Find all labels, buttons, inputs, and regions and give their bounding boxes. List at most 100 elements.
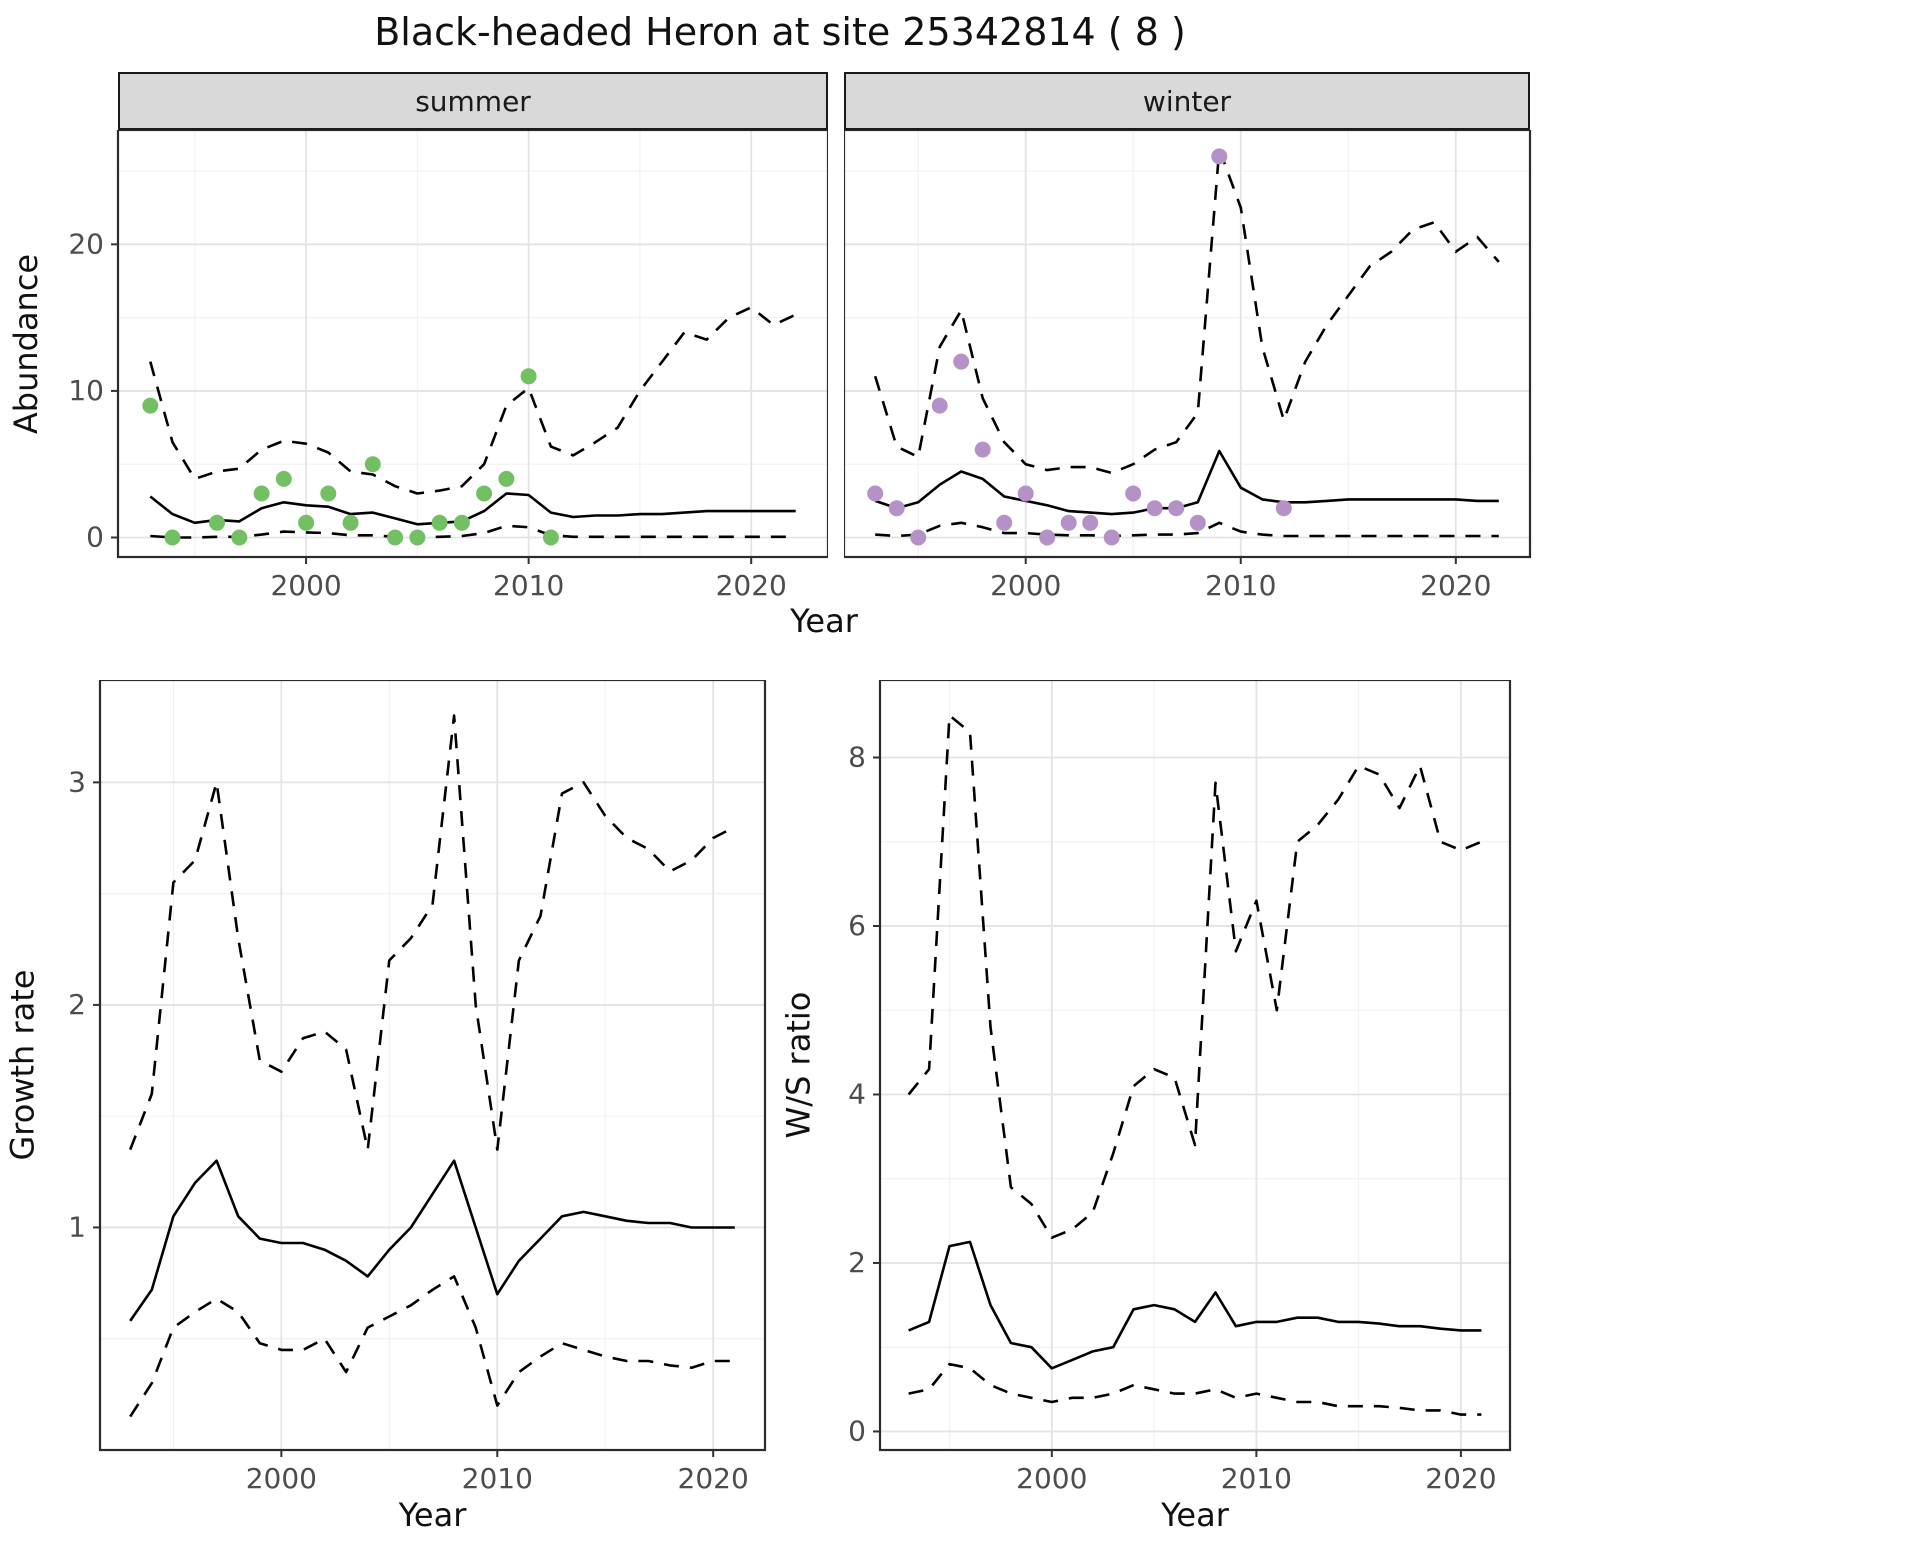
observation-point [342,514,359,531]
svg-text:2010: 2010 [493,569,564,602]
svg-text:6: 6 [848,909,866,942]
facet-strip-winter: winter [844,72,1530,130]
observation-point [387,529,404,546]
ws-ratio-lower-line [908,1362,1482,1416]
ws-ratio-axis-title: W/S ratio [776,680,820,1450]
observation-point [1168,500,1185,517]
observation-point [1189,514,1206,531]
observation-point [209,514,225,531]
ws-ratio-upper-line [907,714,1482,1239]
growth-rate-panel: 2000 2010 2020 1 2 3 [68,680,767,1495]
observation-point [1017,485,1034,502]
observation-point [974,441,991,458]
growth-rate-upper-line [128,714,736,1151]
observation-point [1082,514,1099,531]
observation-point [888,500,905,517]
grid-minor [100,680,765,1450]
grid-major [100,680,765,1450]
series-lines [128,714,736,1418]
observation-point [275,470,292,487]
svg-text:2020: 2020 [1420,569,1491,602]
observation-point [231,529,248,546]
observation-point [1125,485,1142,502]
svg-text:0: 0 [86,521,104,554]
abundance-summer-panel: 2000 2010 2020 0 10 20 [68,130,828,602]
observation-point [320,485,337,502]
series-lines [907,714,1482,1416]
observation-point [542,529,559,546]
observation-point [1146,500,1163,517]
svg-text:2000: 2000 [246,1462,317,1495]
observation-point [164,529,181,546]
observation-point [364,456,381,473]
svg-text:2000: 2000 [990,569,1061,602]
observation-point [142,397,159,414]
ws-ratio-panel: 2000 2010 2020 0 2 4 6 8 [848,680,1512,1495]
facet-strip-summer: summer [118,72,828,130]
svg-text:20: 20 [68,227,104,260]
observation-point [409,529,426,546]
svg-text:2: 2 [68,988,86,1021]
svg-text:2020: 2020 [1425,1462,1496,1495]
svg-text:2000: 2000 [1016,1462,1087,1495]
ws-ratio-axis: 2000 2010 2020 0 2 4 6 8 [848,741,1496,1495]
svg-text:2010: 2010 [462,1462,533,1495]
svg-text:2020: 2020 [716,569,787,602]
abundance-winter-panel: 2000 2010 2020 [844,130,1532,602]
observation-point [867,485,884,502]
abundance-winter-median-line [874,449,1499,516]
observation-point [498,470,515,487]
abundance-summer-lower-line [150,524,796,539]
observation-point [996,514,1013,531]
growth-rate-axis-title-text: Growth rate [3,969,41,1161]
observation-point [453,514,470,531]
observation-point [1103,529,1120,546]
svg-text:2000: 2000 [270,569,341,602]
svg-text:2: 2 [848,1246,866,1279]
series-lines [873,147,1500,538]
svg-text:4: 4 [848,1077,866,1110]
panel-border [116,130,828,559]
abundance-winter-upper-line [873,147,1500,475]
svg-text:3: 3 [68,765,86,798]
svg-text:2010: 2010 [1205,569,1276,602]
observation-point [1039,529,1056,546]
ws-ratio-x-axis-title: Year [1161,1496,1229,1534]
panel-border [844,130,1532,559]
top-x-axis-title: Year [790,602,858,640]
observation-point [910,529,927,546]
abundance-summer-median-line [149,492,796,526]
abundance-axis-title-text: Abundance [7,253,45,434]
series-lines [149,306,797,539]
observation-point [520,368,537,385]
abundance-summer-observation-points [142,368,559,546]
abundance-winter-observation-points [867,148,1292,546]
figure-title: Black-headed Heron at site 25342814 ( 8 … [374,10,1186,54]
growth-rate-x-axis-title: Year [398,1496,467,1534]
observation-point [476,485,493,502]
facet-strip-winter-label: winter [1142,84,1232,118]
abundance-summer-axis: 2000 2010 2020 0 10 20 [68,227,786,602]
growth-rate-axis: 2000 2010 2020 1 2 3 [68,765,749,1495]
grid-major [844,130,1530,557]
growth-rate-median-line [129,1159,735,1322]
observation-point [1211,148,1228,165]
svg-text:10: 10 [68,374,104,407]
svg-text:1: 1 [68,1210,86,1243]
svg-text:8: 8 [848,741,866,774]
observation-point [953,353,970,370]
ws-ratio-median-line [908,1240,1482,1370]
grid-minor [118,130,828,557]
ws-ratio-axis-title-text: W/S ratio [779,991,817,1139]
svg-text:0: 0 [848,1414,866,1447]
abundance-axis-title: Abundance [4,130,48,557]
observation-point [931,397,948,414]
grid-minor [880,680,1510,1450]
abundance-winter-axis: 2000 2010 2020 [990,557,1491,602]
panel-border [878,680,1512,1452]
observation-point [1275,500,1292,517]
observation-point [431,514,448,531]
panel-border [98,680,767,1452]
observation-point [253,485,270,502]
